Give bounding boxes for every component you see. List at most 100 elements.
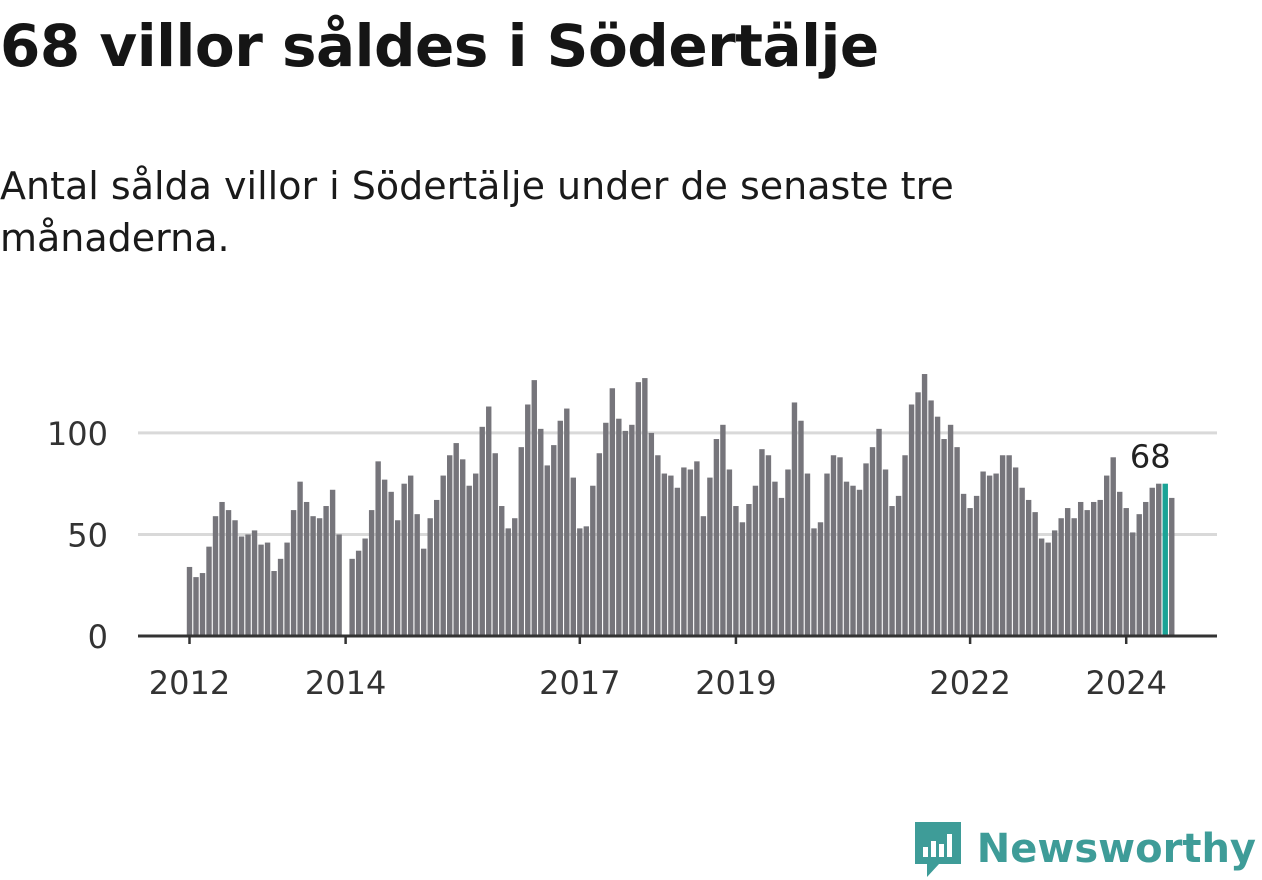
- bar: [856, 489, 863, 636]
- bar: [225, 510, 232, 636]
- bar: [355, 550, 362, 636]
- bar: [544, 465, 550, 636]
- bar: [759, 449, 765, 636]
- bar: [206, 546, 212, 636]
- bar: [1038, 538, 1045, 636]
- bar: [837, 457, 843, 636]
- bar: [980, 471, 986, 636]
- bar: [440, 475, 446, 636]
- bar: [186, 566, 193, 636]
- bar: [863, 463, 869, 636]
- bar: [245, 534, 251, 636]
- bar: [1045, 542, 1051, 636]
- bar: [921, 374, 928, 636]
- bar: [960, 493, 967, 636]
- bar: [668, 475, 674, 636]
- bar: [414, 514, 420, 636]
- bar: [329, 489, 336, 636]
- bar: [661, 473, 668, 636]
- bar: [700, 516, 707, 636]
- bar: [908, 404, 915, 636]
- bar: [993, 473, 999, 636]
- y-tick-label: 0: [88, 618, 108, 656]
- bar: [551, 445, 557, 636]
- bar: [433, 499, 440, 636]
- bar: [1090, 501, 1097, 636]
- bar: [616, 418, 622, 636]
- bar: [765, 455, 772, 636]
- bar: [1084, 510, 1090, 636]
- bar: [199, 573, 206, 636]
- bar: [336, 534, 342, 636]
- bar: [577, 528, 583, 636]
- bar: [733, 506, 739, 636]
- bar: [986, 475, 993, 636]
- x-tick-label: 2019: [695, 664, 776, 702]
- bar: [381, 479, 388, 636]
- bar: [869, 447, 876, 636]
- bar: [375, 461, 381, 636]
- bar: [1136, 514, 1142, 636]
- bar: [518, 447, 524, 636]
- bar: [596, 453, 603, 636]
- bar: [681, 467, 687, 636]
- bar: [219, 501, 225, 636]
- bar: [687, 469, 694, 636]
- bar: [525, 404, 531, 636]
- bar: [512, 518, 518, 636]
- bar: [193, 577, 199, 636]
- bar: [973, 495, 980, 636]
- bar: [707, 477, 713, 636]
- newsworthy-logo-icon: [914, 822, 961, 877]
- bar: [830, 455, 837, 636]
- bar: [720, 424, 726, 636]
- bar: [1156, 483, 1162, 636]
- bar: [726, 469, 733, 636]
- bar: [297, 481, 303, 636]
- bar: [947, 424, 954, 636]
- bar: [570, 477, 576, 636]
- bar: [447, 455, 453, 636]
- bar: [323, 506, 329, 636]
- bar: [473, 473, 479, 636]
- bar: [648, 432, 655, 636]
- bar: [752, 485, 759, 636]
- bar: [843, 481, 850, 636]
- bar: [1071, 518, 1077, 636]
- bar: [1123, 508, 1129, 636]
- bar: [1064, 508, 1071, 636]
- bar: [941, 439, 947, 636]
- bar: [499, 506, 505, 636]
- x-tick-label: 2022: [929, 664, 1010, 702]
- bar: [1019, 487, 1025, 636]
- bar: [590, 485, 596, 636]
- bar: [212, 516, 219, 636]
- bar: [1025, 499, 1032, 636]
- bar: [746, 504, 752, 636]
- bar: [915, 392, 921, 636]
- bar: [486, 406, 492, 636]
- bar: [694, 461, 700, 636]
- bar: [290, 510, 297, 636]
- bar: [967, 508, 973, 636]
- bar: [277, 558, 284, 636]
- bar: [895, 495, 902, 636]
- bar: [882, 469, 889, 636]
- bar: [264, 542, 271, 636]
- bar: [1143, 501, 1149, 636]
- bar: [284, 542, 290, 636]
- bar: [388, 491, 394, 636]
- x-tick-label: 2014: [305, 664, 386, 702]
- bar: [557, 420, 563, 636]
- x-tick-label: 2024: [1086, 664, 1167, 702]
- bar: [798, 420, 804, 636]
- bar: [394, 520, 401, 636]
- bar: [583, 526, 590, 636]
- bar: [713, 439, 720, 636]
- bar: [778, 497, 785, 636]
- brand-name: Newsworthy: [976, 826, 1256, 872]
- y-tick-label: 50: [67, 516, 108, 554]
- bar: [251, 530, 258, 636]
- bar: [368, 510, 375, 636]
- bar: [603, 422, 609, 636]
